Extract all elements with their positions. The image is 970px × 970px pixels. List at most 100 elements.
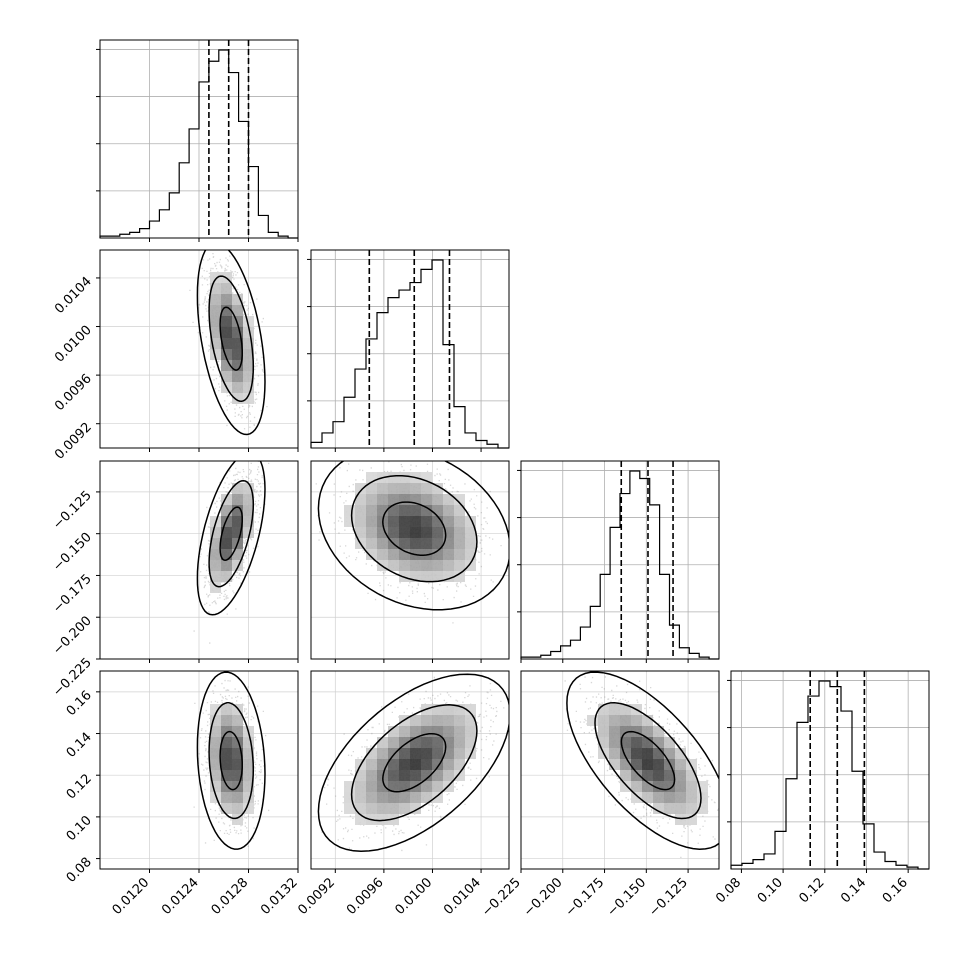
density-cell: [410, 516, 421, 527]
density-cell: [366, 792, 377, 803]
contour-line: [196, 461, 266, 616]
x-tick-label: 0.0100: [393, 875, 436, 918]
density-cell: [653, 759, 664, 770]
density-cell: [410, 803, 421, 814]
density-cell: [243, 748, 254, 759]
density-cell: [221, 715, 232, 726]
scatter-panel-2-0: [99, 460, 299, 660]
contour-line: [566, 671, 719, 850]
histogram-panel-2: [517, 460, 720, 660]
density-cell: [366, 494, 377, 505]
density-cell: [443, 494, 454, 505]
density-cell: [232, 759, 243, 770]
density-cell: [443, 715, 454, 726]
density-cell: [686, 814, 697, 825]
density-cell: [355, 770, 366, 781]
density-cell: [675, 781, 686, 792]
density-cell: [620, 770, 631, 781]
density-cell: [664, 803, 675, 814]
density-cell: [232, 371, 243, 382]
density-cell: [377, 748, 388, 759]
density-cell: [664, 770, 675, 781]
density-cell: [366, 505, 377, 516]
y-tick-label: 0.16: [64, 688, 95, 719]
density-cell: [221, 371, 232, 382]
density-cell: [221, 737, 232, 748]
density-cell: [642, 737, 653, 748]
density-cell: [232, 726, 243, 737]
contour-line: [350, 474, 478, 583]
density-cell: [221, 726, 232, 737]
density-cell: [432, 538, 443, 549]
density-cell: [620, 704, 631, 715]
density-cell: [399, 483, 410, 494]
density-cell: [210, 792, 221, 803]
density-cell: [697, 792, 708, 803]
density-cell: [664, 748, 675, 759]
density-cell: [465, 538, 476, 549]
density-cell: [232, 516, 243, 527]
density-cell: [609, 704, 620, 715]
density-cell: [432, 770, 443, 781]
density-cell: [443, 704, 454, 715]
density-cell: [232, 814, 243, 825]
density-cell: [653, 803, 664, 814]
density-cell: [221, 748, 232, 759]
density-cell: [355, 483, 366, 494]
density-cell: [399, 803, 410, 814]
density-cell: [410, 759, 421, 770]
density-cell: [620, 737, 631, 748]
y-tick-label: 0.08: [64, 855, 95, 886]
contour-line: [317, 461, 509, 611]
x-tick-label: 0.0120: [110, 875, 153, 918]
density-cell: [232, 792, 243, 803]
density-cell: [399, 726, 410, 737]
contour-line: [208, 479, 255, 588]
density-cell: [465, 549, 476, 560]
density-cell: [598, 715, 609, 726]
density-cell: [465, 704, 476, 715]
density-cell: [410, 571, 421, 582]
density-cell: [232, 803, 243, 814]
density-cell: [653, 770, 664, 781]
density-cell: [421, 516, 432, 527]
density-cell: [344, 803, 355, 814]
histogram-step: [730, 680, 929, 870]
x-tick-label: 0.0092: [295, 875, 338, 918]
density-cell: [410, 770, 421, 781]
density-cell: [454, 549, 465, 560]
density-cell: [432, 726, 443, 737]
density-cell: [432, 505, 443, 516]
density-cell: [232, 294, 243, 305]
density-cell: [421, 726, 432, 737]
density-cell: [432, 494, 443, 505]
density-cell: [432, 516, 443, 527]
density-cell: [243, 759, 254, 770]
density-cell: [421, 560, 432, 571]
x-tick-label: 0.0132: [258, 875, 301, 918]
density-cell: [377, 792, 388, 803]
density-cell: [454, 505, 465, 516]
density-cell: [443, 505, 454, 516]
density-cell: [366, 472, 377, 483]
density-cell: [210, 571, 221, 582]
panel-frame: [310, 249, 510, 449]
density-cell: [243, 505, 254, 516]
density-cell: [642, 726, 653, 737]
density-cell: [243, 338, 254, 349]
x-tick-label: −0.175: [563, 875, 608, 920]
contour-line: [620, 730, 676, 791]
density-cell: [421, 483, 432, 494]
density-cell: [620, 726, 631, 737]
scatter-panel-3-1: [310, 670, 510, 870]
density-cell: [653, 726, 664, 737]
density-cell: [210, 305, 221, 316]
density-cell: [620, 781, 631, 792]
density-cell: [232, 494, 243, 505]
density-cell: [355, 803, 366, 814]
density-cell: [421, 527, 432, 538]
density-cell: [410, 527, 421, 538]
density-cell: [210, 781, 221, 792]
density-cell: [675, 748, 686, 759]
